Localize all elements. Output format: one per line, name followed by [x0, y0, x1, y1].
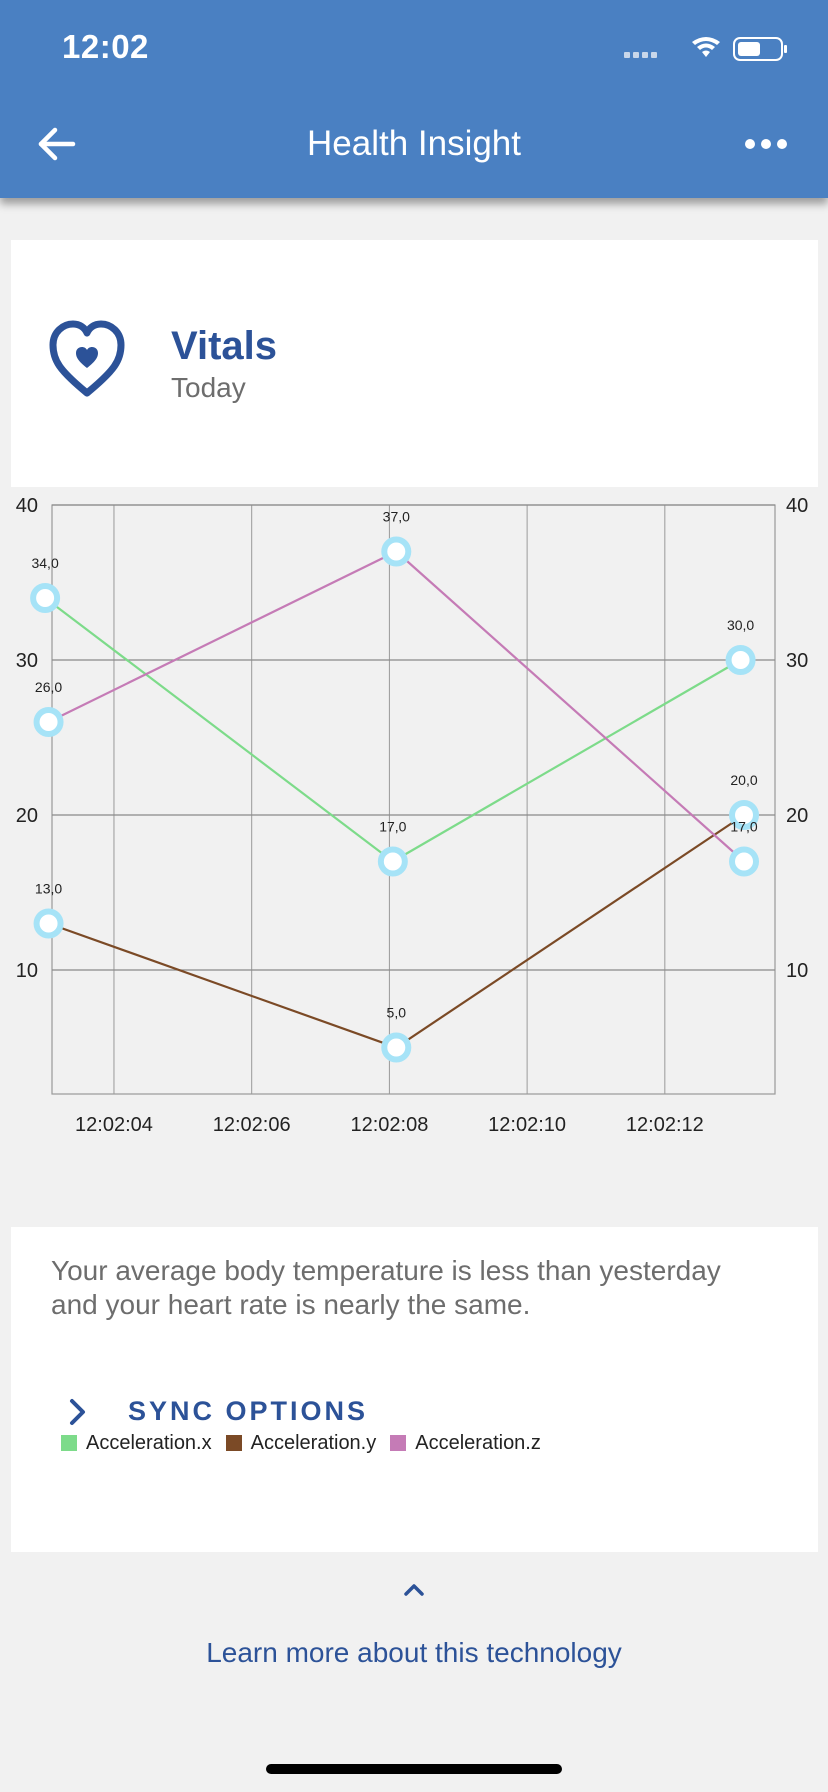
learn-more-link[interactable]: Learn more about this technology — [206, 1637, 622, 1668]
more-options-button[interactable] — [738, 126, 794, 162]
data-point — [381, 1032, 412, 1063]
more-horizontal-icon — [745, 139, 787, 149]
app-bar: 12:02 Health Insight — [0, 0, 828, 198]
data-label: 17,0 — [379, 819, 406, 835]
legend-label: Acceleration.y — [250, 1431, 377, 1454]
status-icons — [624, 37, 787, 61]
heart-icon — [49, 320, 125, 397]
data-point — [30, 583, 61, 613]
wifi-icon — [692, 37, 720, 57]
data-label: 37,0 — [383, 509, 410, 525]
data-label: 13,0 — [35, 881, 62, 897]
cellular-signal-icon — [624, 52, 657, 58]
x-tick-label: 12:02:08 — [350, 1114, 428, 1136]
y-tick-label-left: 10 — [16, 960, 38, 982]
y-tick-label-right: 30 — [786, 650, 808, 672]
home-indicator — [266, 1764, 562, 1774]
y-tick-label-right: 20 — [786, 805, 808, 827]
x-tick-label: 12:02:12 — [626, 1114, 704, 1136]
data-point — [729, 800, 760, 830]
data-point — [729, 846, 760, 877]
legend-item: Acceleration.z — [390, 1432, 541, 1455]
card-title: Vitals — [171, 324, 277, 368]
data-label: 20,0 — [730, 772, 757, 788]
data-point — [33, 908, 64, 939]
legend-swatch — [390, 1435, 407, 1451]
battery-icon — [733, 37, 787, 61]
data-point — [381, 536, 412, 567]
legend-swatch — [225, 1435, 242, 1451]
sync-options-label: SYNC OPTIONS — [128, 1396, 369, 1426]
arrow-left-icon — [38, 127, 76, 161]
x-tick-label: 12:02:04 — [75, 1114, 153, 1136]
plot-frame — [51, 504, 776, 1095]
y-tick-label-left: 20 — [16, 805, 38, 827]
sync-options-button[interactable]: SYNC OPTIONS — [55, 1390, 415, 1430]
card-subtitle: Today — [171, 372, 246, 403]
y-tick-label-left: 30 — [16, 650, 38, 672]
vitals-chart: 12:02:04 12:02:06 12:02:08 12:02:10 12:02:12… — [11, 487, 818, 1454]
data-label: 5,0 — [387, 1005, 407, 1021]
y-tick-label-left: 40 — [16, 495, 38, 517]
chevron-right-icon — [70, 1399, 85, 1425]
data-label: 34,0 — [31, 555, 58, 571]
app-bar-title: Health Insight — [306, 124, 522, 163]
insight-description: Your average body temperature is less th… — [51, 1255, 721, 1320]
chevron-up-icon[interactable] — [402, 1582, 426, 1598]
legend-label: Acceleration.z — [415, 1431, 541, 1454]
vitals-card: Vitals Today 12:02:04 12:02:06 12:02:08 12:… — [11, 240, 818, 1552]
data-label: 30,0 — [727, 617, 754, 633]
legend-label: Acceleration.x — [86, 1431, 212, 1454]
status-time: 12:02 — [62, 28, 149, 65]
data-point — [33, 707, 64, 737]
x-tick-label: 12:02:06 — [213, 1114, 291, 1136]
chart-svg: 12:02:04 12:02:06 12:02:08 12:02:10 12:02:12… — [16, 495, 809, 1136]
chart-legend: Acceleration.x Acceleration.y Acceleration… — [61, 1430, 541, 1456]
data-label: 17,0 — [730, 819, 757, 835]
legend-swatch — [61, 1435, 77, 1451]
legend-item: Acceleration.y — [225, 1431, 377, 1455]
data-label: 26,0 — [35, 679, 62, 695]
data-point — [725, 645, 756, 675]
legend-item: Acceleration.x — [61, 1432, 212, 1455]
y-tick-label-right: 10 — [786, 960, 808, 982]
back-button[interactable] — [34, 122, 82, 166]
data-point — [377, 846, 408, 877]
x-tick-label: 12:02:10 — [488, 1114, 566, 1136]
y-tick-label-right: 40 — [786, 495, 808, 517]
